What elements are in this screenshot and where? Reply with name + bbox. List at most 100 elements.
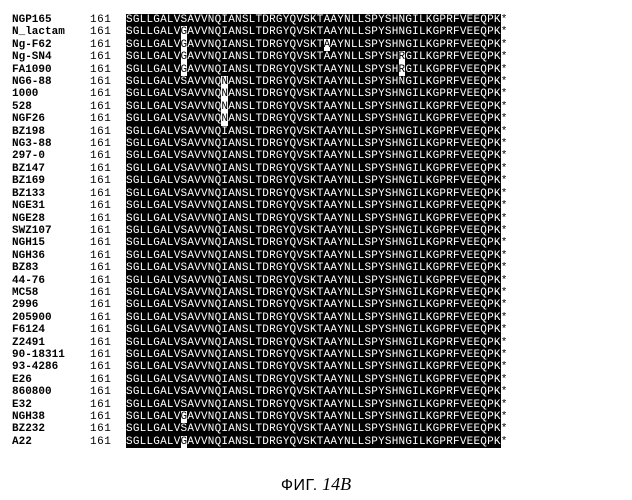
- figure-caption: ФИГ. 14B: [0, 478, 632, 492]
- sequence-start-pos: 161: [90, 312, 126, 324]
- sequence-id: BZ169: [12, 175, 90, 187]
- alignment-row: BZ83161SGLLGALVSAVVNQIANSLTDRGYQVSKTAAYN…: [12, 262, 622, 274]
- sequence-start-pos: 161: [90, 324, 126, 336]
- sequence-id: NGH15: [12, 237, 90, 249]
- sequence-residues: SGLLGALVGAVVNQIANSLTDRGYQVSKTAAYNLLSPYSH…: [126, 436, 622, 448]
- alignment-row: BZ169161SGLLGALVSAVVNQIANSLTDRGYQVSKTAAY…: [12, 175, 622, 187]
- sequence-start-pos: 161: [90, 436, 126, 448]
- sequence-id: NG3-88: [12, 138, 90, 150]
- sequence-id: SWZ107: [12, 225, 90, 237]
- sequence-alignment-table: NGP165161SGLLGALVSAVVNQIANSLTDRGYQVSKTAA…: [12, 14, 622, 448]
- sequence-residues: SGLLGALVSAVVNQIANSLTDRGYQVSKTAAYNLLSPYSH…: [126, 423, 622, 435]
- sequence-residues: SGLLGALVGAVVNQIANSLTDRGYQVSKTAAYNLLSPYSH…: [126, 26, 622, 38]
- alignment-row: 1000161SGLLGALVSAVVNQNANSLTDRGYQVSKTAAYN…: [12, 88, 622, 100]
- sequence-id: Ng-F62: [12, 39, 90, 51]
- sequence-residues: SGLLGALVSAVVNQIANSLTDRGYQVSKTAAYNLLSPYSH…: [126, 138, 622, 150]
- alignment-row: NG6-88161SGLLGALVSAVVNQNANSLTDRGYQVSKTAA…: [12, 76, 622, 88]
- sequence-start-pos: 161: [90, 175, 126, 187]
- sequence-residues: SGLLGALVSAVVNQIANSLTDRGYQVSKTAAYNLLSPYSH…: [126, 337, 622, 349]
- sequence-start-pos: 161: [90, 386, 126, 398]
- sequence-id: Z2491: [12, 337, 90, 349]
- sequence-id: 297-0: [12, 150, 90, 162]
- sequence-id: NGE31: [12, 200, 90, 212]
- alignment-row: NGH36161SGLLGALVSAVVNQIANSLTDRGYQVSKTAAY…: [12, 250, 622, 262]
- sequence-id: N_lactam: [12, 26, 90, 38]
- sequence-start-pos: 161: [90, 76, 126, 88]
- sequence-id: 44-76: [12, 275, 90, 287]
- sequence-start-pos: 161: [90, 188, 126, 200]
- alignment-row: 90-18311161SGLLGALVSAVVNQIANSLTDRGYQVSKT…: [12, 349, 622, 361]
- sequence-residues: SGLLGALVSAVVNQNANSLTDRGYQVSKTAAYNLLSPYSH…: [126, 76, 622, 88]
- sequence-start-pos: 161: [90, 262, 126, 274]
- sequence-residues: SGLLGALVSAVVNQIANSLTDRGYQVSKTAAYNLLSPYSH…: [126, 14, 622, 26]
- sequence-start-pos: 161: [90, 113, 126, 125]
- sequence-id: MC58: [12, 287, 90, 299]
- sequence-residues: SGLLGALVSAVVNQIANSLTDRGYQVSKTAAYNLLSPYSH…: [126, 262, 622, 274]
- alignment-row: BZ133161SGLLGALVSAVVNQIANSLTDRGYQVSKTAAY…: [12, 188, 622, 200]
- alignment-row: 860800161SGLLGALVSAVVNQIANSLTDRGYQVSKTAA…: [12, 386, 622, 398]
- alignment-row: E26161SGLLGALVSAVVNQIANSLTDRGYQVSKTAAYNL…: [12, 374, 622, 386]
- alignment-row: N_lactam161SGLLGALVGAVVNQIANSLTDRGYQVSKT…: [12, 26, 622, 38]
- sequence-id: NGH38: [12, 411, 90, 423]
- sequence-id: NG6-88: [12, 76, 90, 88]
- sequence-start-pos: 161: [90, 411, 126, 423]
- sequence-residues: SGLLGALVSAVVNQIANSLTDRGYQVSKTAAYNLLSPYSH…: [126, 324, 622, 336]
- alignment-row: Ng-SN4161SGLLGALVGAVVNQIANSLTDRGYQVSKTAA…: [12, 51, 622, 63]
- alignment-row: NGE28161SGLLGALVSAVVNQIANSLTDRGYQVSKTAAY…: [12, 213, 622, 225]
- sequence-id: BZ232: [12, 423, 90, 435]
- sequence-start-pos: 161: [90, 163, 126, 175]
- alignment-row: A22161SGLLGALVGAVVNQIANSLTDRGYQVSKTAAYNL…: [12, 436, 622, 448]
- alignment-row: NGF26161SGLLGALVSAVVNQNANSLTDRGYQVSKTAAY…: [12, 113, 622, 125]
- sequence-start-pos: 161: [90, 51, 126, 63]
- sequence-residues: SGLLGALVSAVVNQIANSLTDRGYQVSKTAAYNLLSPYSH…: [126, 163, 622, 175]
- alignment-row: NGH38161SGLLGALVGAVVNQIANSLTDRGYQVSKTAAY…: [12, 411, 622, 423]
- alignment-row: NG3-88161SGLLGALVSAVVNQIANSLTDRGYQVSKTAA…: [12, 138, 622, 150]
- sequence-start-pos: 161: [90, 287, 126, 299]
- sequence-residues: SGLLGALVSAVVNQIANSLTDRGYQVSKTAAYNLLSPYSH…: [126, 188, 622, 200]
- sequence-start-pos: 161: [90, 14, 126, 26]
- sequence-id: F6124: [12, 324, 90, 336]
- sequence-start-pos: 161: [90, 237, 126, 249]
- sequence-residues: SGLLGALVSAVVNQIANSLTDRGYQVSKTAAYNLLSPYSH…: [126, 213, 622, 225]
- sequence-id: 2996: [12, 299, 90, 311]
- sequence-residues: SGLLGALVSAVVNQIANSLTDRGYQVSKTAAYNLLSPYSH…: [126, 237, 622, 249]
- sequence-start-pos: 161: [90, 349, 126, 361]
- alignment-row: MC58161SGLLGALVSAVVNQIANSLTDRGYQVSKTAAYN…: [12, 287, 622, 299]
- sequence-residues: SGLLGALVSAVVNQIANSLTDRGYQVSKTAAYNLLSPYSH…: [126, 225, 622, 237]
- sequence-residues: SGLLGALVSAVVNQIANSLTDRGYQVSKTAAYNLLSPYSH…: [126, 374, 622, 386]
- sequence-start-pos: 161: [90, 250, 126, 262]
- sequence-residues: SGLLGALVGAVVNQIANSLTDRGYQVSKTAAYNLLSPYSH…: [126, 64, 622, 76]
- sequence-id: NGE28: [12, 213, 90, 225]
- sequence-residues: SGLLGALVSAVVNQIANSLTDRGYQVSKTAAYNLLSPYSH…: [126, 175, 622, 187]
- sequence-residues: SGLLGALVSAVVNQIANSLTDRGYQVSKTAAYNLLSPYSH…: [126, 200, 622, 212]
- alignment-row: 297-0161SGLLGALVSAVVNQIANSLTDRGYQVSKTAAY…: [12, 150, 622, 162]
- sequence-id: Ng-SN4: [12, 51, 90, 63]
- sequence-id: 1000: [12, 88, 90, 100]
- sequence-start-pos: 161: [90, 299, 126, 311]
- sequence-residues: SGLLGALVSAVVNQIANSLTDRGYQVSKTAAYNLLSPYSH…: [126, 250, 622, 262]
- alignment-row: SWZ107161SGLLGALVSAVVNQIANSLTDRGYQVSKTAA…: [12, 225, 622, 237]
- figure-prefix: ФИГ.: [281, 477, 318, 494]
- sequence-id: BZ198: [12, 126, 90, 138]
- alignment-row: NGP165161SGLLGALVSAVVNQIANSLTDRGYQVSKTAA…: [12, 14, 622, 26]
- sequence-residues: SGLLGALVSAVVNQIANSLTDRGYQVSKTAAYNLLSPYSH…: [126, 361, 622, 373]
- sequence-residues: SGLLGALVSAVVNQIANSLTDRGYQVSKTAAYNLLSPYSH…: [126, 150, 622, 162]
- sequence-start-pos: 161: [90, 150, 126, 162]
- sequence-id: E32: [12, 399, 90, 411]
- sequence-start-pos: 161: [90, 26, 126, 38]
- sequence-id: NGF26: [12, 113, 90, 125]
- sequence-residues: SGLLGALVSAVVNQIANSLTDRGYQVSKTAAYNLLSPYSH…: [126, 399, 622, 411]
- alignment-row: F6124161SGLLGALVSAVVNQIANSLTDRGYQVSKTAAY…: [12, 324, 622, 336]
- alignment-row: 205900161SGLLGALVSAVVNQIANSLTDRGYQVSKTAA…: [12, 312, 622, 324]
- sequence-id: NGP165: [12, 14, 90, 26]
- sequence-residues: SGLLGALVSAVVNQIANSLTDRGYQVSKTAAYNLLSPYSH…: [126, 386, 622, 398]
- alignment-row: 93-4286161SGLLGALVSAVVNQIANSLTDRGYQVSKTA…: [12, 361, 622, 373]
- alignment-row: BZ232161SGLLGALVSAVVNQIANSLTDRGYQVSKTAAY…: [12, 423, 622, 435]
- sequence-start-pos: 161: [90, 39, 126, 51]
- sequence-id: A22: [12, 436, 90, 448]
- sequence-start-pos: 161: [90, 337, 126, 349]
- alignment-row: BZ198161SGLLGALVSAVVNQIANSLTDRGYQVSKTAAY…: [12, 126, 622, 138]
- sequence-id: E26: [12, 374, 90, 386]
- sequence-id: 860800: [12, 386, 90, 398]
- sequence-residues: SGLLGALVSAVVNQIANSLTDRGYQVSKTAAYNLLSPYSH…: [126, 349, 622, 361]
